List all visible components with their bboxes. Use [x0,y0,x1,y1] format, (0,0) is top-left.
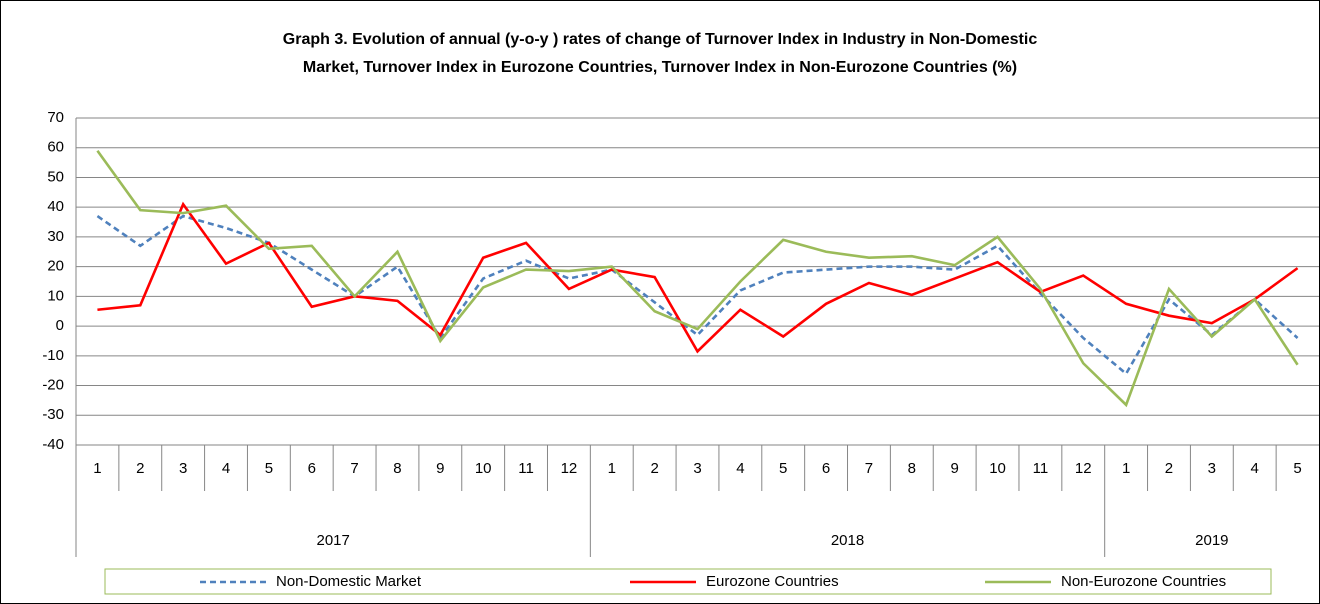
x-tick-label: 3 [1208,460,1216,477]
x-tick-label: 11 [518,460,534,477]
x-tick-label: 10 [475,460,492,477]
x-tick-label: 5 [1293,460,1301,477]
x-tick-label: 1 [93,460,101,477]
x-tick-label: 10 [989,460,1006,477]
y-tick-label: 30 [47,228,64,245]
y-tick-label: -20 [42,377,64,394]
series-line [97,201,1299,354]
series-line [96,214,1299,376]
x-tick-label: 8 [393,460,401,477]
x-tick-label: 7 [865,460,873,477]
y-tick-label: -30 [42,406,64,423]
legend-label: Non-Domestic Market [276,573,422,590]
y-tick-label: 40 [47,198,64,215]
x-tick-label: 6 [822,460,830,477]
x-tick-label: 1 [608,460,616,477]
legend-label: Non-Eurozone Countries [1061,573,1226,590]
y-tick-label: 70 [47,109,64,126]
y-tick-label: 60 [47,139,64,156]
group-label: 2019 [1195,532,1228,549]
x-tick-label: 5 [265,460,273,477]
y-tick-label: -10 [42,347,64,364]
group-label: 2017 [316,532,349,549]
x-tick-label: 2 [1165,460,1173,477]
x-tick-label: 4 [1251,460,1259,477]
y-tick-label: 20 [47,258,64,275]
group-label: 2018 [831,532,864,549]
y-tick-label: 0 [56,317,64,334]
legend-label: Eurozone Countries [706,573,839,590]
y-tick-label: 50 [47,168,64,185]
y-tick-label: -40 [42,436,64,453]
x-tick-label: 4 [736,460,744,477]
chart-title: Market, Turnover Index in Eurozone Count… [303,59,1017,76]
y-tick-label: 10 [47,287,64,304]
x-tick-label: 3 [693,460,701,477]
x-tick-label: 11 [1033,460,1049,477]
x-tick-label: 12 [1075,460,1092,477]
x-tick-label: 6 [308,460,316,477]
x-tick-label: 2 [650,460,658,477]
chart-title: Graph 3. Evolution of annual (y-o-y ) ra… [283,31,1038,48]
x-tick-label: 8 [908,460,916,477]
x-tick-label: 4 [222,460,230,477]
x-tick-label: 12 [561,460,578,477]
x-tick-label: 7 [350,460,358,477]
x-tick-label: 9 [436,460,444,477]
series-line [96,149,1299,408]
x-tick-label: 5 [779,460,787,477]
x-tick-label: 2 [136,460,144,477]
x-tick-label: 9 [951,460,959,477]
x-tick-label: 1 [1122,460,1130,477]
x-tick-label: 3 [179,460,187,477]
